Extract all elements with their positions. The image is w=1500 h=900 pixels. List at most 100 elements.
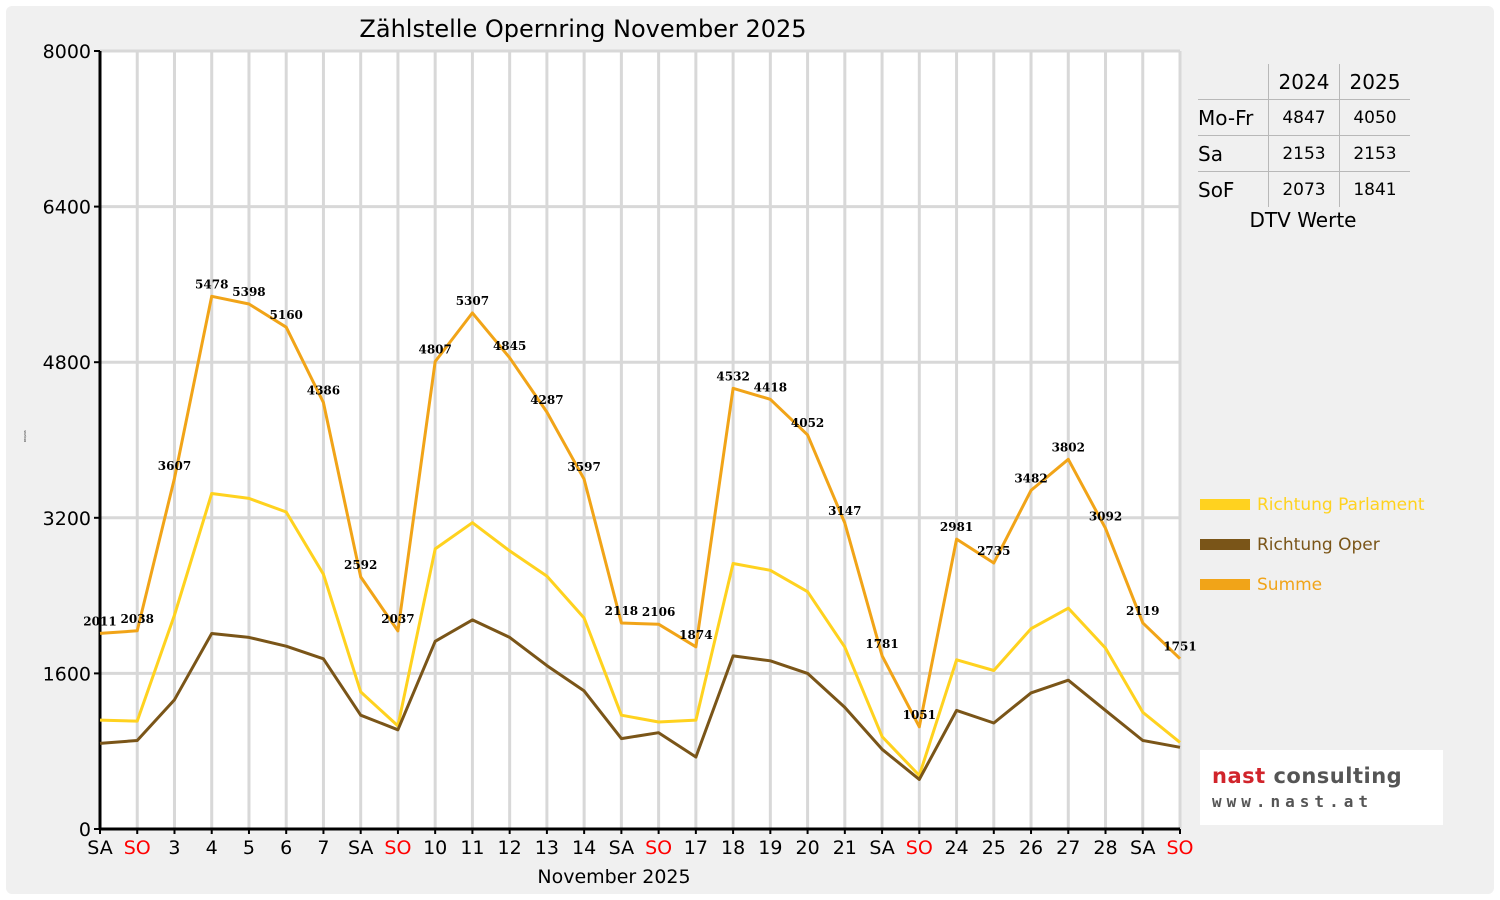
data-label: 2119: [1126, 604, 1159, 618]
data-label: 3147: [828, 504, 861, 518]
dtv-row-label: Mo-Fr: [1198, 99, 1269, 136]
data-label: 4418: [754, 380, 787, 394]
x-tick-label: 17: [684, 837, 708, 859]
data-label: 3802: [1052, 440, 1085, 454]
legend-label-parlament: Richtung Parlament: [1257, 495, 1425, 515]
plot-area: [100, 51, 1180, 829]
x-tick-labels: SA SO 3 4 5 6 7 SA SO 10 11 12 13 14 SA SO 17 18 19 20 21 SA S…: [87, 837, 1193, 859]
legend: Richtung Parlament Richtung Oper Summe: [1200, 495, 1425, 595]
data-label: 3092: [1089, 509, 1122, 523]
data-label: 2735: [977, 544, 1010, 558]
data-label: 5398: [232, 285, 265, 299]
x-tick-label: 24: [944, 837, 968, 859]
x-tick-label: 13: [535, 837, 559, 859]
dtv-corner-cell: [1198, 64, 1269, 100]
x-tick-label: SA: [609, 837, 634, 859]
x-tick-label: SO: [906, 837, 933, 859]
chart-title: Zählstelle Opernring November 2025: [359, 15, 806, 43]
dtv-header-2025: 2025: [1339, 64, 1410, 100]
dtv-table: 2024 2025 Mo-Fr 4847 4050 Sa 2153 2153 S…: [1198, 64, 1410, 207]
data-label: 5478: [195, 277, 228, 291]
dtv-row-label: SoF: [1198, 171, 1269, 207]
y-tick-label: 0: [79, 819, 91, 841]
data-label: 4287: [530, 393, 563, 407]
data-label: 1051: [903, 708, 936, 722]
dtv-row-sa: Sa 2153 2153: [1198, 135, 1410, 172]
data-label: 1874: [679, 628, 712, 642]
dtv-row-mofr: Mo-Fr 4847 4050: [1198, 99, 1410, 136]
logo-name-part1: nast: [1212, 764, 1266, 788]
x-tick-label: 5: [243, 837, 255, 859]
x-tick-label: SA: [1130, 837, 1155, 859]
x-tick-label: 4: [206, 837, 218, 859]
dtv-row-label: Sa: [1198, 135, 1269, 172]
data-label: 4845: [493, 339, 526, 353]
data-label: 1781: [865, 637, 898, 651]
x-tick-label: SA: [869, 837, 894, 859]
data-label: 4386: [307, 383, 340, 397]
data-label: 2038: [121, 612, 154, 626]
legend-label-summe: Summe: [1257, 575, 1322, 595]
dtv-cell: 2153: [1268, 135, 1340, 172]
x-tick-label: SA: [87, 837, 112, 859]
dtv-cell: 4847: [1268, 99, 1340, 136]
data-label: 2981: [940, 520, 973, 534]
x-tick-label: 7: [317, 837, 329, 859]
dtv-row-sof: SoF 2073 1841: [1198, 171, 1410, 207]
y-tick-label: 1600: [43, 663, 91, 685]
y-tick-label: 6400: [43, 197, 91, 219]
x-tick-label: SO: [645, 837, 672, 859]
x-tick-label: 12: [498, 837, 522, 859]
y-tick-label: 8000: [43, 41, 91, 63]
dtv-header-2024: 2024: [1268, 64, 1340, 100]
data-label: 2037: [381, 612, 414, 626]
dtv-cell: 4050: [1339, 99, 1410, 136]
x-axis-label: November 2025: [537, 866, 690, 888]
x-tick-label: SA: [348, 837, 373, 859]
x-tick-label: SO: [1166, 837, 1193, 859]
company-logo: nast consulting www.nast.at: [1200, 750, 1443, 825]
data-label: 1751: [1163, 640, 1196, 654]
x-tick-label: 18: [721, 837, 745, 859]
data-label: 3597: [567, 460, 600, 474]
data-label: 5160: [270, 308, 303, 322]
x-tick-label: 6: [280, 837, 292, 859]
data-label: 2118: [605, 604, 638, 618]
data-label: 4532: [716, 369, 749, 383]
y-tick-label: 3200: [43, 508, 91, 530]
dtv-caption: DTV Werte: [1249, 208, 1357, 232]
x-tick-label: 25: [982, 837, 1006, 859]
series-line-summe: [99, 294, 1182, 729]
x-tick-label: SO: [124, 837, 151, 859]
x-tick-label: 19: [758, 837, 782, 859]
data-label: 2106: [642, 605, 675, 619]
series-line-richtung-oper: [99, 618, 1181, 781]
dtv-cell: 2073: [1268, 171, 1340, 207]
x-tick-label: 10: [423, 837, 447, 859]
legend-label-oper: Richtung Oper: [1257, 535, 1380, 555]
data-label: 2592: [344, 558, 377, 572]
x-tick-label: 3: [168, 837, 180, 859]
dtv-cell: 1841: [1339, 171, 1410, 207]
y-axis-label: Kfz/24h: [23, 430, 27, 441]
legend-swatch-oper: [1200, 539, 1250, 550]
data-label: 2011: [83, 614, 116, 628]
x-tick-label: 11: [460, 837, 484, 859]
axes: [94, 50, 1181, 834]
x-tick-label: 21: [833, 837, 857, 859]
series-line-richtung-parlament: [99, 492, 1181, 777]
data-label: 3482: [1014, 471, 1047, 485]
series-lines: [99, 294, 1182, 781]
data-label: 3607: [158, 459, 191, 473]
data-label: 5307: [456, 294, 489, 308]
grid-lines: [100, 49, 1182, 829]
x-tick-label: 14: [572, 837, 596, 859]
data-label: 4807: [418, 343, 451, 357]
data-labels: 2011 2038 3607 5478 5398 5160 4386 2592 2037 4807…: [83, 277, 1196, 722]
x-tick-label: 27: [1056, 837, 1080, 859]
logo-name: nast consulting: [1212, 764, 1402, 788]
dtv-header-row: 2024 2025: [1198, 64, 1410, 100]
data-label: 4052: [791, 416, 824, 430]
x-tick-label: 20: [795, 837, 819, 859]
